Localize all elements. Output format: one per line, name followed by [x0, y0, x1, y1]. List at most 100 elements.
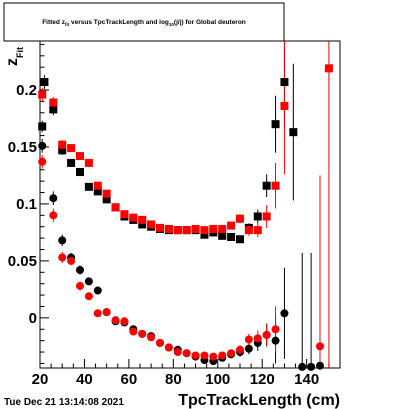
- data-point-circle: [173, 348, 182, 357]
- y-tick-label: 0.15: [8, 139, 37, 156]
- data-point-square: [58, 140, 67, 149]
- data-point-square: [200, 226, 209, 235]
- data-point-square: [76, 152, 84, 161]
- plot-frame: [39, 40, 341, 369]
- data-point-square: [262, 212, 271, 221]
- data-point-square: [129, 213, 138, 222]
- data-point-circle: [138, 329, 147, 338]
- data-point-circle: [280, 309, 289, 318]
- data-point-square: [280, 78, 289, 87]
- data-point-circle: [316, 361, 324, 370]
- data-point-square: [280, 101, 289, 110]
- data-point-circle: [227, 349, 236, 358]
- data-point-square: [120, 210, 129, 219]
- data-point-circle: [156, 338, 164, 347]
- y-tick-label: 0.2: [16, 82, 37, 99]
- data-point-square: [111, 203, 120, 212]
- data-point-circle: [244, 335, 253, 344]
- data-point-circle: [120, 317, 129, 326]
- data-point-square: [236, 235, 244, 244]
- data-point-square: [262, 181, 271, 190]
- data-point-square: [253, 212, 262, 221]
- data-point-circle: [218, 351, 227, 360]
- data-point-circle: [129, 327, 138, 336]
- x-tick-label: 20: [32, 371, 49, 388]
- title-box-frame: [3, 2, 285, 42]
- y-tick-label: 0: [29, 310, 37, 327]
- data-point-circle: [49, 211, 58, 220]
- data-point-square: [236, 214, 244, 223]
- chart-title-box: Fitted zfit versus TpcTrackLength and lo…: [3, 2, 285, 42]
- data-point-square: [182, 226, 191, 235]
- data-point-square: [209, 224, 218, 233]
- data-point-circle: [84, 277, 93, 286]
- data-point-square: [227, 221, 236, 230]
- data-point-circle: [84, 292, 93, 301]
- x-tick-label: 120: [250, 371, 275, 388]
- data-point-square: [156, 223, 164, 232]
- data-point-circle: [182, 349, 191, 358]
- data-point-square: [138, 215, 147, 224]
- y-tick-label: 0.1: [16, 196, 37, 213]
- x-tick-label: 100: [205, 371, 230, 388]
- data-point-square: [324, 64, 333, 73]
- data-point-circle: [93, 286, 102, 295]
- data-point-square: [227, 232, 236, 241]
- data-point-square: [102, 195, 111, 204]
- data-point-circle: [298, 362, 307, 371]
- data-point-square: [38, 90, 47, 99]
- data-point-square: [147, 220, 156, 229]
- data-point-square: [67, 158, 76, 167]
- data-points: [38, 64, 333, 371]
- data-point-circle: [253, 334, 262, 343]
- y-axis-title: zFit: [4, 47, 25, 66]
- data-point-circle: [58, 236, 67, 245]
- data-point-square: [271, 181, 280, 190]
- data-point-square: [102, 189, 111, 198]
- data-point-circle: [307, 362, 316, 371]
- data-point-circle: [191, 351, 200, 360]
- x-tick-label: 40: [76, 371, 93, 388]
- data-point-circle: [111, 316, 120, 325]
- data-point-circle: [271, 336, 280, 345]
- x-tick-label: 60: [121, 371, 138, 388]
- data-point-circle: [76, 281, 84, 290]
- data-point-square: [191, 224, 200, 233]
- chart-title: Fitted zfit versus TpcTrackLength and lo…: [42, 19, 246, 27]
- data-point-circle: [262, 330, 271, 339]
- x-tick-label: 140: [294, 371, 319, 388]
- y-tick-label: 0.05: [8, 253, 37, 270]
- data-point-square: [84, 182, 93, 191]
- axis-tick-labels: 20 40 60 80 100 120 140 0 0.05 0.1 0.15 0.2: [8, 82, 319, 388]
- data-point-circle: [38, 141, 47, 150]
- data-point-square: [271, 120, 280, 129]
- data-point-square: [218, 224, 227, 233]
- data-point-square: [253, 226, 262, 235]
- data-point-square: [40, 78, 49, 87]
- data-point-circle: [49, 194, 58, 203]
- data-point-circle: [38, 157, 47, 166]
- data-point-square: [93, 187, 102, 196]
- data-point-circle: [316, 342, 324, 351]
- data-point-square: [138, 220, 147, 229]
- x-tick-label: 80: [165, 371, 182, 388]
- data-point-circle: [67, 256, 76, 265]
- footer-timestamp: Tue Dec 21 13:14:08 2021: [4, 397, 124, 408]
- data-point-square: [200, 230, 209, 239]
- data-point-square: [38, 122, 47, 131]
- data-point-square: [164, 224, 173, 233]
- data-point-circle: [102, 308, 111, 317]
- data-point-square: [244, 226, 253, 235]
- data-point-circle: [244, 344, 253, 353]
- data-point-square: [49, 98, 58, 107]
- data-point-square: [49, 105, 58, 114]
- data-point-square: [218, 231, 227, 240]
- data-point-circle: [236, 345, 244, 354]
- x-axis-title: TpcTrackLength (cm): [178, 392, 340, 409]
- data-point-circle: [164, 343, 173, 352]
- data-point-square: [76, 168, 84, 177]
- data-point-circle: [76, 266, 84, 275]
- data-point-circle: [58, 253, 67, 262]
